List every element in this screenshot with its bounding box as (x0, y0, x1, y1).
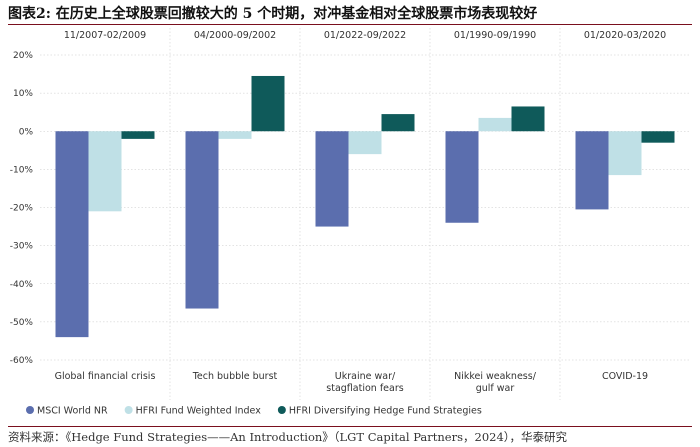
legend-marker (124, 406, 133, 414)
bars (55, 75, 675, 338)
bar (348, 131, 382, 155)
legend-label: MSCI World NR (37, 406, 108, 417)
title-rule (8, 24, 692, 25)
period-separators (169, 28, 561, 400)
bar (315, 131, 349, 227)
legend-label: HFRI Diversifying Hedge Fund Strategies (289, 406, 482, 417)
y-tick-label: -30% (10, 242, 34, 252)
bar (608, 131, 642, 176)
category-labels: Global financial crisis Tech bubble burst… (55, 371, 648, 394)
bar (511, 106, 545, 132)
bar (575, 131, 609, 210)
bar (251, 75, 285, 132)
period-label: 01/2022-09/2022 (324, 30, 406, 41)
bar (381, 114, 415, 132)
y-tick-label: 20% (13, 51, 33, 61)
category-label: Global financial crisis (55, 371, 156, 382)
period-label: 01/1990-09/1990 (454, 30, 536, 41)
y-axis-ticks: 20% 10% 0% -10% -20% -30% -40% -50% -60% (10, 51, 34, 366)
y-tick-label: -40% (10, 280, 34, 290)
period-label: 01/2020-03/2020 (584, 30, 666, 41)
figure-title: 图表2: 在历史上全球股票回撤较大的 5 个时期，对冲基金相对全球股票市场表现较… (8, 6, 538, 22)
category-label: Tech bubble burst (192, 371, 278, 382)
category-label: stagflation fears (326, 383, 403, 394)
legend-marker (277, 406, 286, 414)
bar (218, 131, 252, 139)
y-tick-label: -50% (10, 318, 34, 328)
legend: MSCI World NR HFRI Fund Weighted Index HFR… (26, 406, 482, 417)
bar (88, 131, 122, 212)
y-tick-label: 10% (13, 89, 33, 99)
source-note: 资料来源：《Hedge Fund Strategies——An Introduc… (8, 426, 692, 447)
bar (445, 131, 479, 223)
legend-label: HFRI Fund Weighted Index (136, 406, 262, 417)
bar (55, 131, 89, 338)
category-label: gulf war (476, 383, 515, 394)
category-label: Ukraine war/ (335, 371, 396, 382)
category-label: COVID-19 (602, 371, 648, 382)
bar-chart: 20% 10% 0% -10% -20% -30% -40% -50% -60% 11/2007… (10, 28, 690, 417)
period-label: 04/2000-09/2002 (194, 30, 276, 41)
y-tick-label: -60% (10, 356, 34, 366)
legend-marker (26, 406, 34, 414)
bar (121, 131, 155, 139)
y-tick-label: -20% (10, 204, 34, 214)
y-tick-label: 0% (19, 127, 34, 137)
bar (641, 131, 675, 143)
period-label: 11/2007-02/2009 (64, 30, 146, 41)
bar (478, 117, 512, 132)
period-labels: 11/2007-02/2009 04/2000-09/2002 01/2022-09… (64, 30, 666, 41)
category-label: Nikkei weakness/ (454, 371, 537, 382)
bar (185, 131, 219, 309)
y-tick-label: -10% (10, 165, 34, 175)
